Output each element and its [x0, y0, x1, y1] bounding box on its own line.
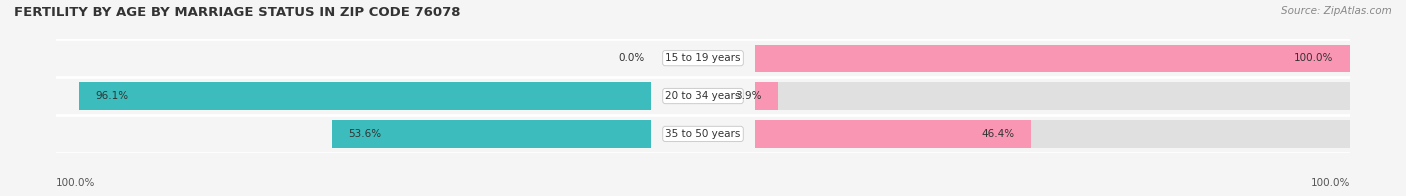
Text: 100.0%: 100.0%	[56, 178, 96, 188]
Bar	[332, 120, 651, 148]
Text: FERTILITY BY AGE BY MARRIAGE STATUS IN ZIP CODE 76078: FERTILITY BY AGE BY MARRIAGE STATUS IN Z…	[14, 6, 461, 19]
Bar	[755, 82, 778, 110]
Text: 53.6%: 53.6%	[349, 129, 381, 139]
Text: 100.0%: 100.0%	[1310, 178, 1350, 188]
Bar	[755, 44, 1350, 72]
Text: 0.0%: 0.0%	[619, 53, 645, 63]
Text: 46.4%: 46.4%	[981, 129, 1015, 139]
Text: 20 to 34 years: 20 to 34 years	[665, 91, 741, 101]
Bar	[80, 82, 651, 110]
Bar	[0, 82, 56, 110]
Text: 100.0%: 100.0%	[1294, 53, 1334, 63]
Text: 3.9%: 3.9%	[735, 91, 762, 101]
Bar	[755, 82, 1350, 110]
Text: Source: ZipAtlas.com: Source: ZipAtlas.com	[1281, 6, 1392, 16]
Bar	[755, 44, 1350, 72]
Text: 15 to 19 years: 15 to 19 years	[665, 53, 741, 63]
Bar	[0, 120, 56, 148]
Bar	[0, 44, 56, 72]
Text: 96.1%: 96.1%	[96, 91, 129, 101]
Bar	[755, 120, 1031, 148]
Text: 35 to 50 years: 35 to 50 years	[665, 129, 741, 139]
Bar	[755, 120, 1350, 148]
